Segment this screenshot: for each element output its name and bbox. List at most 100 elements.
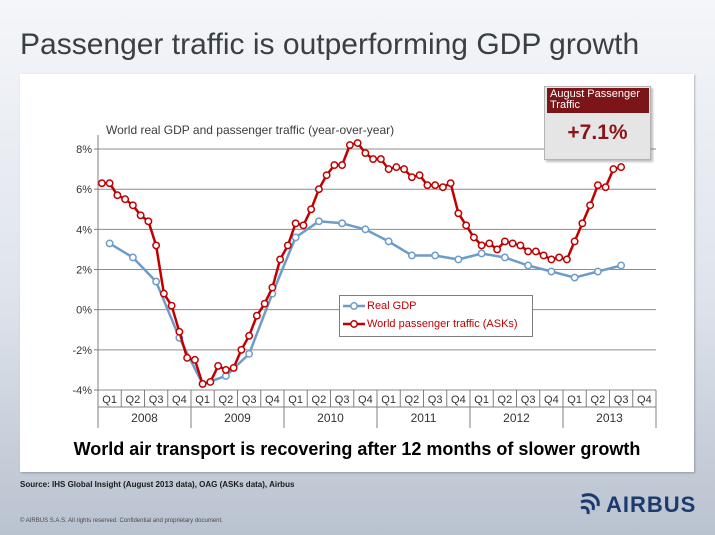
x-year-label: 2008 [131, 411, 158, 425]
data-point-traffic [369, 155, 378, 164]
x-tick-label: Q2 [312, 394, 327, 406]
x-tick-label: Q4 [544, 394, 559, 406]
data-point-traffic [167, 301, 176, 310]
grid-layer [94, 135, 657, 428]
data-point-traffic [578, 219, 587, 228]
data-point-traffic [469, 233, 478, 242]
x-tick-label: Q3 [149, 394, 164, 406]
data-point-traffic [500, 237, 509, 246]
data-point-gdp [291, 233, 300, 242]
x-tick-label: Q2 [405, 394, 420, 406]
data-point-gdp [361, 225, 370, 234]
data-point-traffic [516, 241, 525, 250]
x-tick-label: Q2 [498, 394, 513, 406]
data-point-gdp [338, 219, 347, 228]
data-point-traffic [214, 361, 223, 370]
data-point-traffic [547, 255, 556, 264]
data-point-traffic [570, 237, 579, 246]
x-year-label: 2009 [224, 411, 251, 425]
slide-title: Passenger traffic is outperforming GDP g… [20, 28, 640, 61]
legend-item-traffic: World passenger traffic (ASKs) [343, 317, 529, 333]
data-point-traffic [508, 239, 517, 248]
line-chart: World real GDP and passenger traffic (ye… [72, 123, 657, 428]
data-point-gdp [431, 251, 440, 260]
legend-label-gdp: Real GDP [367, 300, 417, 312]
x-tick-label: Q1 [195, 394, 210, 406]
x-tick-label: Q4 [358, 394, 373, 406]
data-point-traffic [361, 149, 370, 158]
x-axis-ticks: Q1 Q2 Q3 Q4 Q1 Q2 Q3 Q4 Q1 Q2 Q3 Q4 Q1 Q2 Q3 Q4 Q1 Q2 Q3 Q4… [102, 394, 651, 425]
august-traffic-callout: August Passenger Traffic +7.1% [544, 86, 651, 160]
chart-panel: World real GDP and passenger traffic (ye… [20, 74, 694, 472]
series-layer [97, 139, 626, 388]
data-point-traffic [400, 165, 409, 174]
x-tick-label: Q4 [451, 394, 466, 406]
data-point-traffic [609, 165, 618, 174]
x-tick-label: Q1 [288, 394, 303, 406]
legend-item-gdp: Real GDP [343, 299, 529, 315]
chart-legend: Real GDP World passenger traffic (ASKs) [339, 295, 533, 337]
data-point-traffic [493, 245, 502, 254]
data-point-traffic [136, 211, 145, 220]
x-tick-label: Q3 [242, 394, 257, 406]
data-point-gdp [570, 273, 579, 282]
data-point-gdp [593, 267, 602, 276]
data-point-traffic [322, 171, 331, 180]
data-point-gdp [152, 277, 161, 286]
data-point-traffic [260, 299, 269, 308]
x-tick-label: Q2 [591, 394, 606, 406]
legend-label-traffic: World passenger traffic (ASKs) [367, 318, 518, 330]
data-point-traffic [159, 289, 168, 298]
data-point-traffic [128, 201, 137, 210]
data-point-traffic [345, 141, 354, 149]
data-point-traffic [221, 365, 230, 374]
data-point-traffic [144, 217, 153, 226]
x-tick-label: Q1 [474, 394, 489, 406]
y-tick-label: 0% [76, 305, 92, 317]
data-point-traffic [555, 253, 564, 262]
chart-title: World real GDP and passenger traffic (ye… [106, 123, 394, 137]
x-year-label: 2013 [596, 411, 623, 425]
data-point-traffic [601, 183, 610, 192]
y-tick-label: 2% [76, 265, 92, 277]
x-tick-label: Q1 [102, 394, 117, 406]
data-point-traffic [113, 191, 122, 200]
data-point-traffic [462, 221, 471, 230]
data-point-traffic [229, 363, 238, 372]
x-year-label: 2012 [503, 411, 530, 425]
callout-label: August Passenger Traffic [547, 88, 649, 113]
data-point-traffic [539, 251, 548, 260]
y-tick-label: -2% [72, 345, 92, 357]
data-point-traffic [376, 155, 385, 164]
logo-text: AIRBUS [606, 492, 697, 517]
data-point-traffic [562, 255, 571, 264]
data-point-traffic [446, 179, 455, 188]
callout-value: +7.1% [567, 121, 628, 144]
data-point-traffic [338, 161, 347, 170]
x-tick-label: Q4 [637, 394, 652, 406]
y-axis-ticks: -4% -2% 0% 2% 4% 6% 8% [72, 144, 92, 397]
data-point-traffic [245, 331, 254, 340]
x-tick-label: Q2 [219, 394, 234, 406]
y-tick-label: 6% [76, 184, 92, 196]
y-tick-label: 4% [76, 224, 92, 236]
data-point-traffic [485, 239, 494, 248]
data-point-traffic [291, 219, 300, 228]
y-tick-label: 8% [76, 144, 92, 156]
data-point-traffic [423, 181, 432, 190]
data-point-traffic [524, 247, 533, 256]
series-line-traffic [101, 141, 622, 386]
data-point-gdp [617, 261, 626, 270]
data-point-traffic [206, 378, 215, 386]
data-point-gdp [477, 249, 486, 258]
data-point-traffic [586, 201, 595, 210]
data-point-gdp [245, 349, 254, 358]
data-point-gdp [524, 261, 533, 270]
data-point-traffic [392, 163, 401, 172]
data-point-traffic [330, 161, 339, 170]
x-tick-label: Q3 [335, 394, 350, 406]
data-point-traffic [477, 241, 486, 250]
x-tick-label: Q1 [567, 394, 582, 406]
data-point-traffic [314, 185, 323, 194]
data-point-traffic [183, 353, 192, 362]
